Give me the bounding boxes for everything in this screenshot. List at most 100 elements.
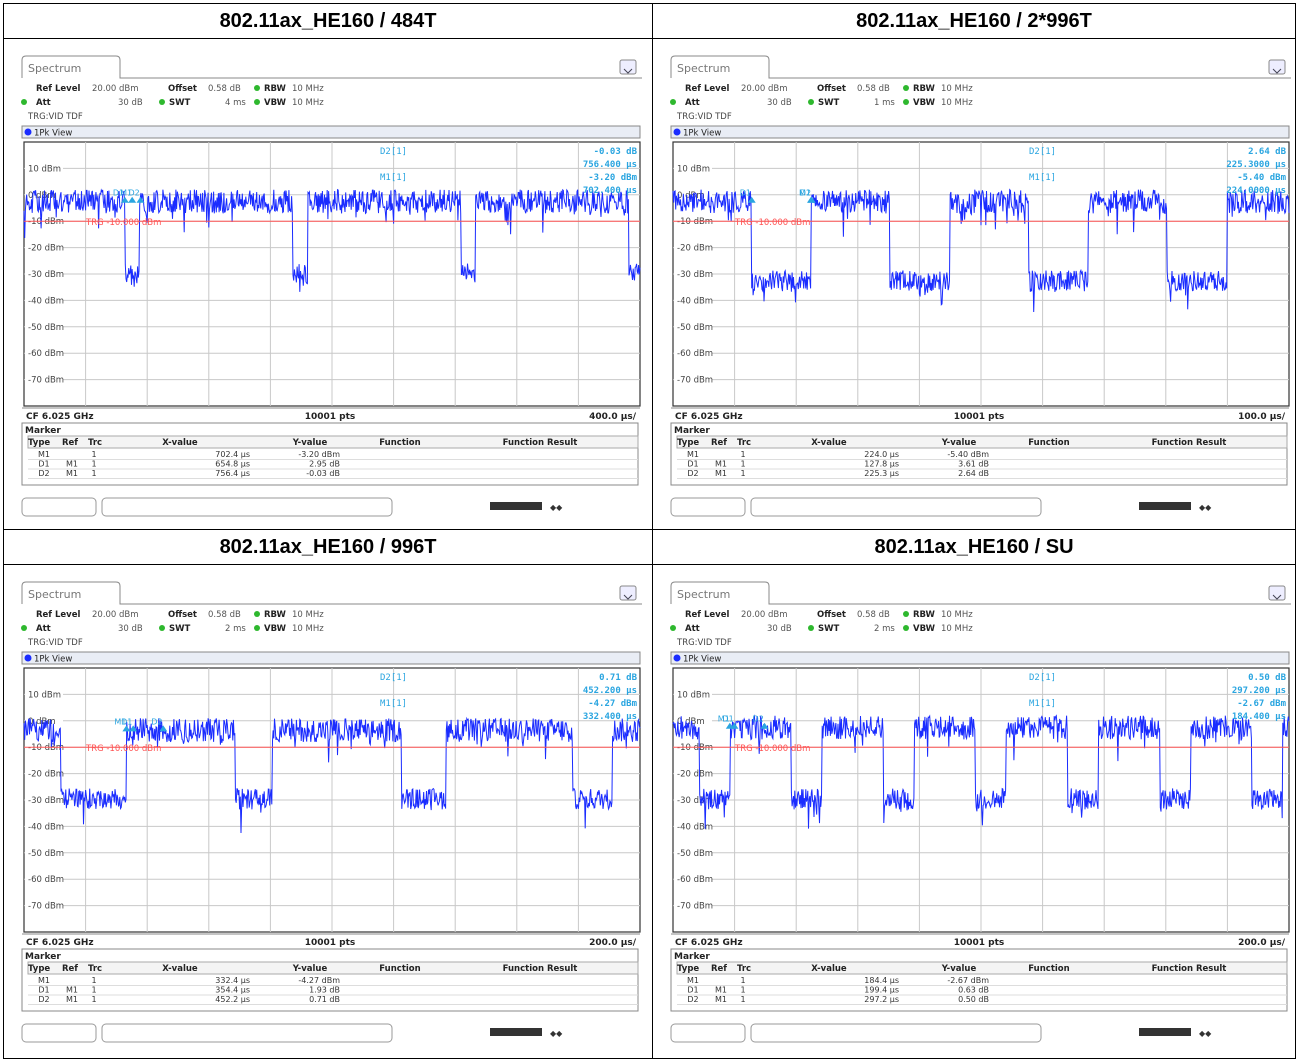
y-tick-label: -50 dBm — [677, 323, 713, 333]
ref-level-value: 20.00 dBm — [92, 610, 139, 620]
table-cell: D2 — [38, 995, 49, 1004]
table-cell: 1 — [740, 976, 745, 985]
table-header-cell: Function Result — [503, 438, 578, 448]
display-config-icon — [1268, 59, 1286, 75]
view-header — [21, 125, 641, 139]
readout-m1-label: M1[1] — [1029, 699, 1056, 709]
marker-label: M1 — [718, 715, 730, 724]
table-header-cell: Function Result — [1152, 964, 1227, 974]
marker-table-title: Marker — [674, 426, 710, 436]
table-cell: 2.64 dB — [958, 469, 989, 478]
trigger-label: TRG -10.000 dBm — [85, 744, 161, 754]
y-tick-label: -40 dBm — [28, 822, 64, 832]
offset-value: 0.58 dB — [208, 84, 241, 94]
marker-table-title: Marker — [674, 952, 710, 962]
spectrum-tab-outline — [21, 581, 642, 605]
y-tick-label-bg — [25, 714, 63, 726]
table-cell: 1 — [740, 460, 745, 469]
trigger-setting: TRG:VID TDF — [676, 112, 732, 122]
att-value: 30 dB — [767, 624, 792, 634]
sweep-points: 10001 pts — [305, 938, 356, 948]
table-header-cell: Function Result — [1152, 438, 1227, 448]
att-value: 30 dB — [118, 624, 143, 634]
table-header-cell: Function — [1028, 964, 1069, 974]
table-cell: 452.2 µs — [215, 995, 250, 1004]
chevron-down-icon — [623, 594, 633, 600]
rbw-indicator-icon — [903, 85, 909, 91]
center-frequency: CF 6.025 GHz — [675, 938, 743, 948]
chevron-down-icon — [623, 68, 633, 74]
readout-m1-label: M1[1] — [1029, 173, 1056, 183]
vbw-value: 10 MHz — [292, 624, 324, 634]
y-tick-label: -20 dBm — [28, 244, 64, 254]
y-tick-label-bg — [674, 820, 712, 832]
table-cell: 354.4 µs — [215, 986, 250, 995]
table-cell: D1 — [38, 460, 49, 469]
sweep-points: 10001 pts — [954, 938, 1005, 948]
y-tick-label: -60 dBm — [677, 875, 713, 885]
status-field-left — [21, 1023, 97, 1043]
swt-value: 2 ms — [874, 624, 895, 634]
table-cell: M1 — [715, 995, 727, 1004]
y-tick-label-bg — [674, 162, 712, 174]
y-tick-label: -60 dBm — [28, 349, 64, 359]
table-header-cell: X-value — [162, 438, 198, 448]
table-cell: 199.4 µs — [864, 986, 899, 995]
analyzer-svg: Spectrum Ref Level 20.00 dBm Offset 0.58 dB R… — [20, 54, 644, 524]
table-header-cell: Y-value — [941, 964, 977, 974]
table-cell: 225.3 µs — [864, 469, 899, 478]
analyzer-svg: Spectrum Ref Level 20.00 dBm Offset 0.58 dB R… — [20, 580, 644, 1050]
marker-label: D1 — [722, 715, 733, 724]
table-header-cell: Function Result — [503, 964, 578, 974]
marker-triangle — [136, 196, 145, 203]
y-tick-label-bg — [674, 241, 712, 253]
y-tick-label: -40 dBm — [677, 822, 713, 832]
marker-table-frame — [670, 422, 1288, 486]
y-tick-label-bg — [25, 241, 63, 253]
spectrum-tab-outline — [670, 55, 1291, 79]
progress-indicator — [490, 1028, 542, 1036]
vbw-value: 10 MHz — [941, 98, 973, 108]
panel-title: 802.11ax_HE160 / 996T — [4, 530, 652, 565]
trigger-setting: TRG:VID TDF — [676, 638, 732, 648]
panel-2x996t: 802.11ax_HE160 / 2*996T Spectrum Ref Leve… — [652, 3, 1296, 530]
table-header-cell: Ref — [711, 438, 727, 448]
swt-value: 4 ms — [225, 98, 246, 108]
table-header-cell: Trc — [88, 964, 102, 974]
y-tick-label: -50 dBm — [677, 849, 713, 859]
chevron-down-icon — [1272, 68, 1282, 74]
readout-d2-label: D2[1] — [380, 673, 407, 683]
y-tick-label-bg — [674, 294, 712, 306]
readout-m1-value: -3.20 dBm — [588, 173, 637, 183]
y-tick-label: -20 dBm — [677, 770, 713, 780]
rbw-value: 10 MHz — [941, 610, 973, 620]
ref-level-label: Ref Level — [36, 610, 80, 620]
center-frequency: CF 6.025 GHz — [26, 412, 94, 422]
readout-m1-label: M1[1] — [380, 173, 407, 183]
ref-level-label: Ref Level — [685, 610, 729, 620]
table-cell: D1 — [687, 460, 698, 469]
table-cell: 1 — [91, 986, 96, 995]
readout-m1-time: 184.400 µs — [1232, 712, 1286, 722]
display-config-icon — [619, 585, 637, 601]
y-tick-label: -10 dBm — [677, 743, 713, 753]
trace-line — [672, 714, 1290, 829]
y-tick-label-bg — [25, 794, 63, 805]
swt-indicator-icon — [159, 625, 165, 631]
marker-triangle — [760, 722, 769, 729]
view-header — [21, 651, 641, 665]
table-header-bg — [676, 961, 1288, 975]
table-cell: M1 — [715, 460, 727, 469]
table-cell: 1 — [91, 460, 96, 469]
table-header-bg — [676, 435, 1288, 449]
marker-label: D1 — [121, 717, 132, 726]
table-cell: 297.2 µs — [864, 995, 899, 1004]
table-cell: 127.8 µs — [864, 460, 899, 469]
table-cell: 3.61 dB — [958, 460, 989, 469]
vbw-label: VBW — [913, 624, 936, 634]
y-tick-label: 10 dBm — [677, 164, 710, 174]
trace-indicator-icon — [24, 654, 32, 662]
offset-label: Offset — [817, 610, 846, 620]
offset-label: Offset — [817, 84, 846, 94]
marker-table-frame — [21, 422, 639, 486]
